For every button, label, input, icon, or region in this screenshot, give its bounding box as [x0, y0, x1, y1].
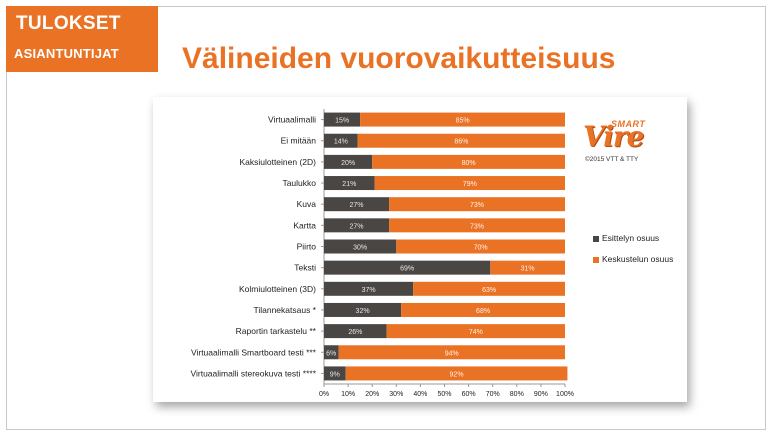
- bar-segment: [324, 302, 402, 317]
- x-tick-label: 60%: [462, 391, 476, 398]
- bar-segment: [324, 176, 375, 191]
- category-label: Taulukko: [282, 178, 316, 188]
- x-tick-label: 20%: [365, 391, 379, 398]
- bar-segment: [324, 260, 491, 275]
- badge-title: TULOKSET: [16, 13, 121, 34]
- data-label: 79%: [463, 181, 477, 188]
- data-label: 37%: [362, 287, 376, 294]
- x-tick-label: 80%: [510, 391, 524, 398]
- bar-segment: [389, 218, 565, 233]
- category-label: Piirto: [297, 242, 317, 252]
- bar-segment: [324, 324, 387, 339]
- bar-segment: [372, 154, 565, 169]
- chart-legend: Esittelyn osuus Keskustelun osuus: [593, 233, 683, 275]
- data-label: 9%: [330, 371, 340, 378]
- bar-segment: [490, 260, 565, 275]
- bar-segment: [396, 239, 565, 254]
- bar-segment: [389, 197, 565, 212]
- data-label: 63%: [482, 287, 496, 294]
- x-tick-label: 0%: [319, 391, 329, 398]
- data-label: 70%: [474, 245, 488, 252]
- data-label: 15%: [335, 118, 349, 125]
- data-label: 92%: [450, 371, 464, 378]
- data-label: 74%: [469, 329, 483, 336]
- bar-segment: [413, 281, 565, 296]
- category-label: Virtuaalimalli stereokuva testi ****: [190, 368, 316, 378]
- bar-segment: [324, 154, 373, 169]
- x-tick-label: 40%: [413, 391, 427, 398]
- category-label: Ei mitään: [281, 136, 317, 146]
- data-label: 26%: [348, 329, 362, 336]
- bar-segment: [357, 133, 565, 148]
- logo-copyright: ©2015 VTT & TTY: [585, 156, 639, 163]
- logo-vire-text: Vire: [583, 120, 644, 153]
- data-label: 27%: [350, 223, 364, 230]
- category-label: Kartta: [293, 220, 316, 230]
- category-label: Kolmiulotteinen (3D): [239, 284, 316, 294]
- category-label: Virtuaalimalli: [268, 115, 316, 125]
- bar-segment: [324, 366, 346, 381]
- bar-segment: [324, 218, 390, 233]
- chart-card: Virtuaalimalli 15% 85% Ei mitään 14% 86% Kaksi…: [153, 97, 687, 402]
- data-label: 68%: [476, 308, 490, 315]
- data-label: 31%: [521, 266, 535, 273]
- data-label: 30%: [353, 245, 367, 252]
- data-label: 20%: [341, 160, 355, 167]
- category-label: Teksti: [294, 263, 316, 273]
- category-label: Virtuaalimalli Smartboard testi ***: [191, 347, 317, 357]
- smart-vire-logo: Vire SMART ©2015 VTT & TTY: [581, 115, 669, 163]
- x-tick-label: 10%: [341, 391, 355, 398]
- data-label: 27%: [350, 202, 364, 209]
- data-label: 73%: [470, 223, 484, 230]
- data-label: 86%: [454, 139, 468, 146]
- bar-segment: [324, 197, 390, 212]
- category-label: Kaksiulotteinen (2D): [239, 157, 316, 167]
- bar-segment: [338, 345, 565, 360]
- section-badge: TULOKSET ASIANTUNTIJAT: [6, 6, 158, 72]
- bar-segment: [401, 302, 565, 317]
- data-label: 94%: [445, 350, 459, 357]
- data-label: 21%: [342, 181, 356, 188]
- bar-segment: [386, 324, 565, 339]
- data-label: 73%: [470, 202, 484, 209]
- bar-segment: [324, 239, 397, 254]
- bar-segment: [324, 281, 414, 296]
- category-label: Kuva: [297, 199, 317, 209]
- slide-title: Välineiden vuorovaikutteisuus: [182, 42, 616, 75]
- data-label: 80%: [462, 160, 476, 167]
- bar-segment: [374, 176, 565, 191]
- data-label: 6%: [326, 350, 336, 357]
- x-tick-label: 100%: [556, 391, 574, 398]
- data-label: 69%: [400, 266, 414, 273]
- legend-item-esittely: Esittelyn osuus: [593, 233, 683, 244]
- bar-segment: [324, 133, 358, 148]
- x-tick-label: 90%: [534, 391, 548, 398]
- x-tick-label: 30%: [389, 391, 403, 398]
- x-tick-label: 50%: [437, 391, 451, 398]
- bar-segment: [345, 366, 568, 381]
- legend-swatch-esittely: [593, 236, 599, 242]
- data-label: 14%: [334, 139, 348, 146]
- data-label: 32%: [356, 308, 370, 315]
- stacked-bar-chart: Virtuaalimalli 15% 85% Ei mitään 14% 86% Kaksi…: [190, 109, 574, 398]
- badge-subtitle: ASIANTUNTIJAT: [14, 46, 119, 61]
- logo-smart-text: SMART: [611, 119, 646, 129]
- legend-label-esittely: Esittelyn osuus: [602, 233, 660, 243]
- legend-item-keskustelu: Keskustelun osuus: [593, 254, 683, 265]
- category-label: Tilannekatsaus *: [253, 305, 316, 315]
- category-label: Raportin tarkastelu **: [236, 326, 317, 336]
- legend-swatch-keskustelu: [593, 257, 599, 263]
- bar-segment: [360, 112, 565, 127]
- x-tick-label: 70%: [486, 391, 500, 398]
- bar-segment: [324, 345, 339, 360]
- bar-segment: [324, 112, 361, 127]
- legend-label-keskustelu: Keskustelun osuus: [602, 254, 674, 264]
- data-label: 85%: [456, 118, 470, 125]
